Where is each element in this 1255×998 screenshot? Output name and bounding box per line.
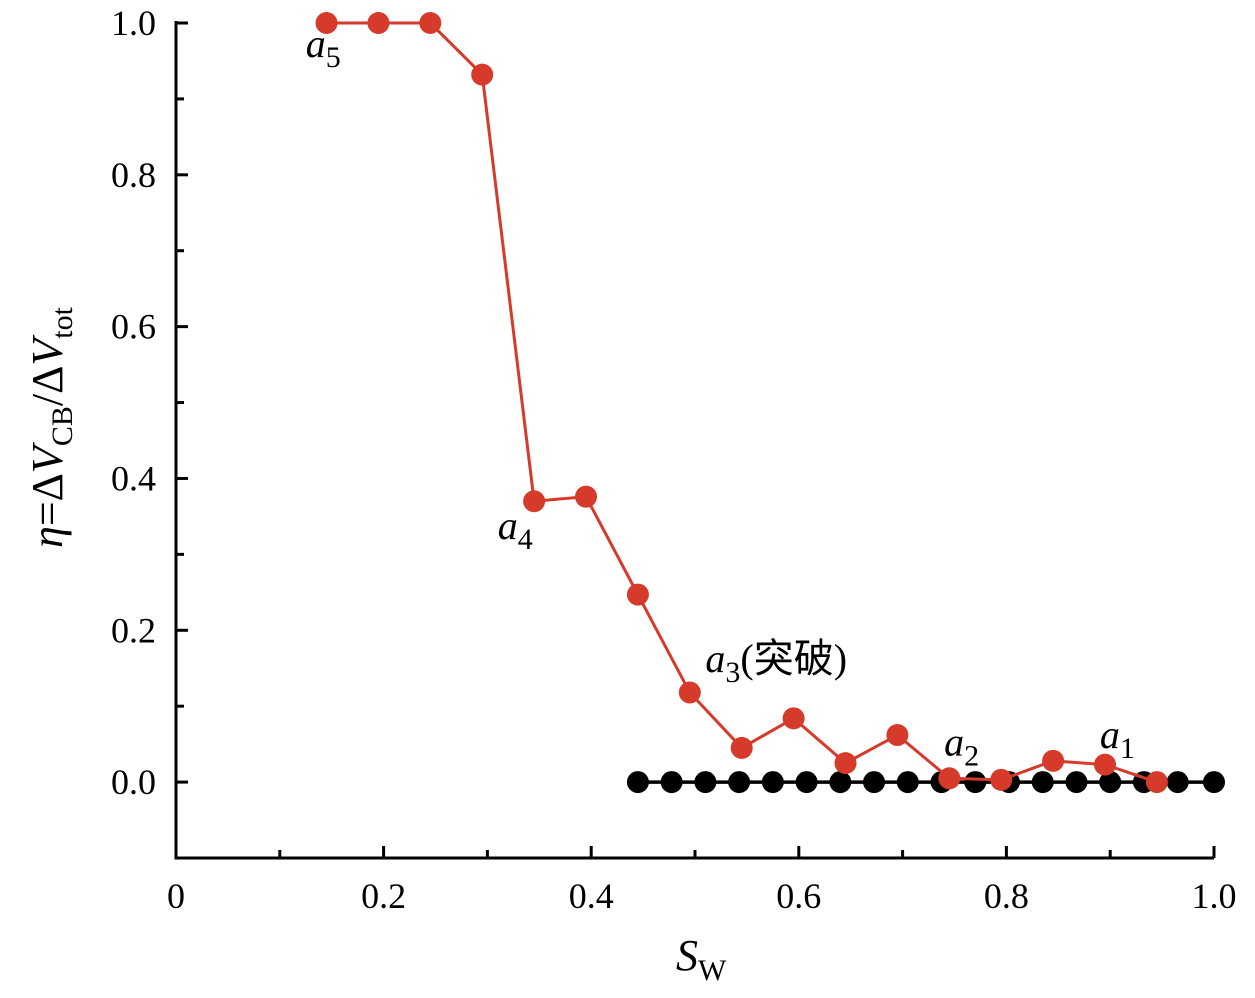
data-point: [728, 771, 751, 794]
series-layer: [315, 12, 1225, 794]
data-point: [782, 707, 805, 730]
data-point: [1094, 753, 1117, 776]
data-point: [990, 768, 1013, 791]
data-point: [626, 583, 649, 606]
data-point: [863, 771, 886, 794]
annotation-a3: a3(突破): [705, 636, 847, 689]
data-point: [367, 12, 390, 34]
series-black: [626, 771, 1225, 794]
data-point: [1031, 771, 1054, 794]
x-tick-label: 0.4: [569, 876, 614, 916]
data-point: [1203, 771, 1225, 794]
x-tick-label: 0.6: [776, 876, 821, 916]
axes: 0.0 0.2 0.4 0.6 0.8 1.0 0 0.2 0.4 0.6 0.8 1.0: [111, 3, 1237, 916]
annotation-a4: a4: [498, 503, 533, 556]
x-tick-label: 0.8: [984, 876, 1029, 916]
data-point: [1166, 771, 1189, 794]
data-point: [315, 12, 338, 34]
data-point: [626, 771, 649, 794]
x-tick-label: 1.0: [1192, 876, 1237, 916]
data-point: [730, 736, 753, 759]
data-point: [471, 63, 494, 86]
x-tick-label: 0.2: [361, 876, 406, 916]
data-point: [660, 771, 683, 794]
series-red: [315, 12, 1168, 794]
y-tick-label: 0.6: [111, 307, 156, 347]
x-axis-title: SW: [676, 931, 727, 987]
data-point: [829, 771, 852, 794]
y-tick-label: 0.0: [111, 762, 156, 802]
annotation-a2: a2: [944, 720, 979, 773]
y-axis-title: η=ΔVCB/ΔVtot: [23, 306, 79, 548]
data-point: [1065, 771, 1088, 794]
data-point: [761, 771, 784, 794]
data-point: [419, 12, 442, 34]
data-point: [575, 485, 598, 508]
data-point: [1099, 771, 1122, 794]
data-point: [694, 771, 717, 794]
annotations: a5 a4 a3(突破) a2 a1: [306, 21, 1135, 772]
data-point: [1145, 771, 1168, 794]
annotation-a1: a1: [1100, 712, 1135, 765]
data-point: [896, 771, 919, 794]
data-point: [1042, 749, 1065, 772]
data-point: [886, 724, 909, 747]
x-tick-label: 0: [167, 876, 185, 916]
data-point: [938, 767, 961, 790]
y-tick-label: 1.0: [111, 3, 156, 43]
data-point: [678, 681, 701, 704]
data-point: [834, 752, 857, 775]
annotation-a5: a5: [306, 21, 341, 74]
y-tick-label: 0.2: [111, 610, 156, 650]
y-tick-label: 0.4: [111, 458, 156, 498]
data-point: [523, 490, 546, 513]
data-point: [795, 771, 818, 794]
data-point: [964, 771, 987, 794]
y-tick-label: 0.8: [111, 155, 156, 195]
